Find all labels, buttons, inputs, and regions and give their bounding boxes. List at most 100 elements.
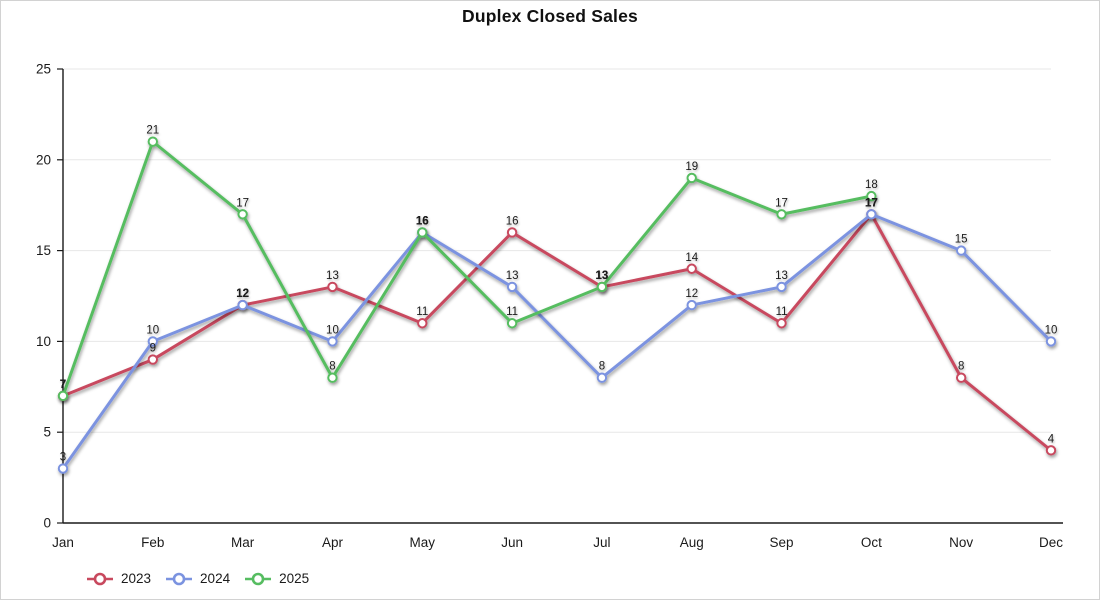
axes [57, 68, 1063, 524]
x-tick-label: Oct [861, 535, 882, 550]
series-2024 [57, 209, 1057, 474]
legend-item-2023[interactable]: 2023 [85, 571, 151, 586]
data-point[interactable] [327, 372, 338, 383]
data-point-label: 17 [865, 197, 878, 209]
data-point-label: 16 [416, 215, 429, 227]
data-point[interactable] [866, 209, 877, 220]
y-axis-labels: 0 5 10 15 20 25 [36, 62, 51, 531]
data-point[interactable] [506, 227, 518, 238]
data-point-label: 16 [416, 215, 429, 227]
data-point-label: 17 [236, 197, 249, 209]
data-point[interactable] [147, 336, 159, 347]
data-point[interactable] [776, 318, 787, 329]
data-point-label: 15 [955, 234, 968, 246]
data-point[interactable] [866, 190, 877, 202]
series-line [61, 212, 1053, 452]
data-point[interactable] [955, 372, 967, 383]
data-point[interactable] [417, 318, 428, 329]
data-point-label: 11 [506, 306, 518, 318]
data-point[interactable] [1045, 445, 1057, 456]
data-point[interactable] [686, 263, 697, 274]
series-2025 [57, 136, 877, 402]
data-point-label: 12 [685, 288, 698, 300]
data-point[interactable] [237, 209, 248, 220]
data-point[interactable] [776, 209, 787, 220]
data-labels: 7912131116131411178431012101613812131715… [60, 125, 1058, 464]
data-point-label: 7 [60, 379, 66, 391]
data-point-label: 13 [596, 270, 609, 282]
data-point[interactable] [776, 281, 787, 293]
data-point[interactable] [417, 227, 428, 238]
data-point[interactable] [506, 318, 518, 329]
data-point-label: 4 [1048, 433, 1055, 445]
data-point[interactable] [327, 336, 338, 347]
y-tick-label: 25 [36, 62, 51, 77]
x-tick-label: May [410, 535, 436, 550]
y-tick-label: 15 [36, 243, 51, 258]
data-point-label: 13 [326, 270, 339, 282]
legend-item-2024[interactable]: 2024 [164, 571, 230, 586]
chart-legend: 2023 2024 2025 [85, 571, 309, 586]
x-tick-label: Mar [231, 535, 255, 550]
x-tick-label: Sep [770, 535, 794, 550]
data-point-label: 3 [60, 452, 66, 464]
data-point-label: 17 [775, 197, 788, 209]
gridlines [63, 68, 1051, 433]
data-point-label: 13 [596, 270, 609, 282]
legend-label: 2023 [121, 571, 152, 586]
data-point[interactable] [57, 390, 69, 402]
data-point[interactable] [147, 136, 159, 147]
x-tick-label: Nov [949, 535, 973, 550]
data-point-label: 10 [1045, 324, 1058, 336]
data-point-label: 14 [685, 252, 698, 264]
data-point-label: 7 [60, 379, 66, 391]
data-point-label: 18 [865, 179, 878, 191]
legend-marker-icon [166, 572, 193, 585]
x-tick-label: Feb [141, 535, 164, 550]
legend-label: 2024 [200, 571, 231, 586]
data-point[interactable] [596, 281, 608, 293]
data-point-label: 13 [775, 270, 788, 282]
data-point[interactable] [596, 372, 608, 383]
data-point[interactable] [147, 354, 159, 365]
data-point-label: 13 [506, 270, 519, 282]
legend-item-2025[interactable]: 2025 [243, 571, 309, 586]
data-point[interactable] [327, 281, 338, 293]
data-point-label: 8 [958, 361, 964, 373]
data-point-label: 11 [416, 306, 428, 318]
data-point-label: 10 [326, 324, 339, 336]
data-point-label: 9 [150, 343, 156, 355]
legend-label: 2025 [279, 571, 310, 586]
x-axis-labels: Jan Feb Mar Apr May Jun Jul Aug Sep Oct Nov Dec [52, 535, 1063, 550]
data-point[interactable] [686, 172, 697, 184]
data-point-label: 12 [236, 288, 249, 300]
legend-marker-icon [87, 572, 113, 585]
data-point-label: 8 [329, 361, 335, 373]
legend-marker-icon [245, 572, 272, 585]
data-point-label: 16 [506, 215, 519, 227]
data-point-label: 11 [776, 306, 788, 318]
data-point[interactable] [686, 299, 697, 311]
data-point[interactable] [955, 245, 967, 256]
y-tick-label: 0 [43, 516, 51, 531]
data-point[interactable] [1045, 336, 1057, 347]
data-point-label: 17 [865, 197, 878, 209]
y-tick-label: 20 [36, 152, 51, 167]
x-tick-label: Apr [322, 535, 344, 550]
data-point[interactable] [506, 281, 518, 293]
x-tick-label: Jun [501, 535, 523, 550]
chart-title: Duplex Closed Sales [462, 6, 638, 26]
x-tick-label: Dec [1039, 535, 1063, 550]
data-point-label: 12 [236, 288, 249, 300]
data-point[interactable] [57, 463, 69, 474]
data-point-label: 21 [146, 125, 159, 137]
data-point[interactable] [237, 299, 248, 311]
data-point-label: 8 [599, 361, 605, 373]
data-point-label: 19 [685, 161, 698, 173]
y-tick-label: 5 [43, 425, 51, 440]
x-tick-label: Aug [680, 535, 704, 550]
y-tick-label: 10 [36, 334, 51, 349]
x-tick-label: Jan [52, 535, 74, 550]
series-line [61, 140, 873, 398]
